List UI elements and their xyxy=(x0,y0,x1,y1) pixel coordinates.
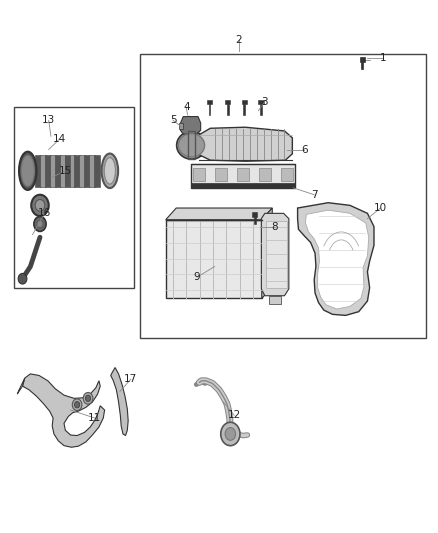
Polygon shape xyxy=(166,208,272,220)
Bar xyxy=(225,100,230,104)
Bar xyxy=(50,155,56,187)
Bar xyxy=(237,167,249,181)
Circle shape xyxy=(18,273,27,284)
Bar xyxy=(191,182,295,188)
Ellipse shape xyxy=(102,154,118,188)
Text: 12: 12 xyxy=(228,410,241,421)
Bar xyxy=(35,155,41,187)
Text: 17: 17 xyxy=(124,374,138,384)
Bar xyxy=(94,155,100,187)
Text: 2: 2 xyxy=(235,35,242,44)
Text: 5: 5 xyxy=(170,115,177,125)
Polygon shape xyxy=(261,213,289,296)
Bar xyxy=(74,155,80,187)
Bar xyxy=(193,167,205,181)
Ellipse shape xyxy=(178,134,205,157)
Polygon shape xyxy=(297,203,374,316)
Bar xyxy=(266,221,287,288)
Polygon shape xyxy=(17,378,25,394)
Text: 15: 15 xyxy=(59,166,72,176)
Bar xyxy=(360,57,365,62)
Polygon shape xyxy=(305,210,369,309)
Circle shape xyxy=(35,199,45,211)
Bar xyxy=(361,62,363,69)
Circle shape xyxy=(225,427,236,440)
Circle shape xyxy=(85,395,91,401)
Polygon shape xyxy=(262,208,272,298)
Text: 13: 13 xyxy=(42,115,55,125)
Bar xyxy=(242,100,247,104)
Bar xyxy=(269,296,282,304)
Text: 7: 7 xyxy=(311,190,318,200)
Bar xyxy=(14,107,134,288)
Bar xyxy=(215,167,227,181)
Bar xyxy=(40,155,46,187)
Bar xyxy=(208,104,210,115)
Bar xyxy=(260,104,262,115)
Text: 4: 4 xyxy=(183,102,190,112)
Text: 8: 8 xyxy=(272,222,278,232)
Text: 14: 14 xyxy=(53,134,66,144)
Bar xyxy=(55,155,60,187)
Circle shape xyxy=(72,399,82,410)
Text: 10: 10 xyxy=(374,203,387,213)
Bar xyxy=(79,155,85,187)
Polygon shape xyxy=(199,127,292,161)
Bar xyxy=(281,167,293,181)
Bar xyxy=(191,164,295,188)
Bar xyxy=(207,100,212,104)
Bar xyxy=(258,100,264,104)
Bar xyxy=(70,155,75,187)
Circle shape xyxy=(74,401,80,408)
Ellipse shape xyxy=(21,156,34,186)
Bar xyxy=(244,104,245,115)
Text: 1: 1 xyxy=(379,53,386,62)
Text: 11: 11 xyxy=(88,413,101,423)
Bar xyxy=(166,220,262,298)
Circle shape xyxy=(221,422,240,446)
Polygon shape xyxy=(180,117,201,134)
Bar xyxy=(60,155,65,187)
Bar xyxy=(227,104,229,115)
Bar xyxy=(188,132,195,159)
Ellipse shape xyxy=(19,152,36,190)
Circle shape xyxy=(31,195,49,216)
Text: 6: 6 xyxy=(301,144,307,155)
Bar xyxy=(45,155,51,187)
Ellipse shape xyxy=(177,132,206,159)
Text: 9: 9 xyxy=(194,272,201,282)
Bar xyxy=(179,124,183,129)
Text: 3: 3 xyxy=(261,96,268,107)
Bar xyxy=(89,155,95,187)
Bar xyxy=(84,155,90,187)
Circle shape xyxy=(37,220,43,228)
Text: 16: 16 xyxy=(38,208,51,219)
Bar xyxy=(259,167,271,181)
Polygon shape xyxy=(22,374,105,447)
Bar xyxy=(140,54,426,338)
Ellipse shape xyxy=(104,158,116,184)
Bar xyxy=(65,155,71,187)
Circle shape xyxy=(34,216,46,231)
Polygon shape xyxy=(111,368,128,435)
Bar xyxy=(254,216,256,224)
Bar xyxy=(252,212,258,216)
Circle shape xyxy=(83,392,93,404)
